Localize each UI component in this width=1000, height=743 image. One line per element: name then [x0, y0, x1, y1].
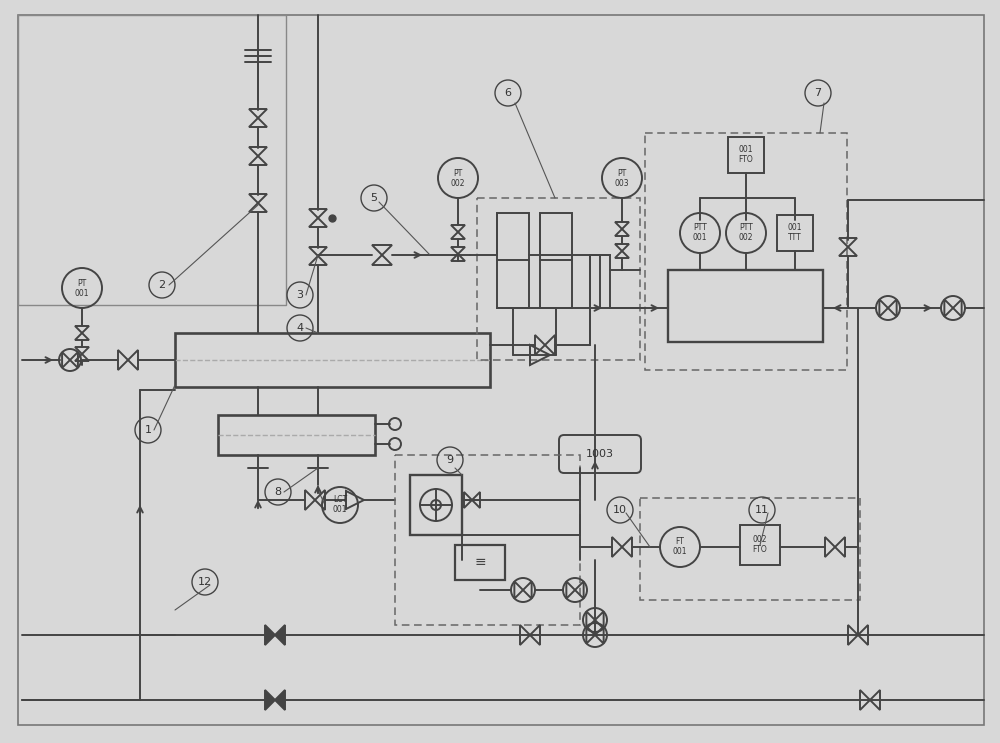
Bar [540, 213, 572, 308]
Text: 12: 12 [198, 577, 212, 587]
Bar [668, 270, 823, 342]
Bar [395, 455, 580, 625]
Bar [455, 545, 505, 580]
Text: 10: 10 [613, 505, 627, 515]
Text: 001: 001 [788, 224, 802, 233]
Text: 5: 5 [370, 193, 378, 203]
Text: 4: 4 [296, 323, 304, 333]
Bar [175, 333, 490, 387]
Bar [218, 415, 375, 455]
Text: 1: 1 [144, 425, 152, 435]
Polygon shape [275, 690, 285, 710]
Text: 001: 001 [739, 146, 753, 155]
Text: 003: 003 [615, 178, 629, 187]
Bar [497, 213, 529, 308]
Polygon shape [265, 625, 275, 645]
Text: LCT: LCT [333, 496, 347, 504]
Text: PT: PT [617, 169, 627, 178]
Text: FT: FT [676, 537, 684, 547]
Bar [640, 498, 860, 600]
Text: 001: 001 [693, 233, 707, 242]
Text: FTO: FTO [753, 545, 767, 554]
Text: 002: 002 [739, 233, 753, 242]
Bar [645, 133, 847, 370]
Text: 001: 001 [673, 548, 687, 557]
Text: 001: 001 [75, 288, 89, 297]
Bar [728, 137, 764, 173]
Bar [740, 525, 780, 565]
Text: 002: 002 [451, 178, 465, 187]
Text: 8: 8 [274, 487, 282, 497]
Text: PTT: PTT [693, 224, 707, 233]
Text: PTT: PTT [739, 224, 753, 233]
Text: 9: 9 [446, 455, 454, 465]
Text: 2: 2 [158, 280, 166, 290]
Bar [18, 15, 286, 305]
Text: TTT: TTT [788, 233, 802, 242]
Bar [410, 475, 462, 535]
Text: 7: 7 [814, 88, 822, 98]
Text: 6: 6 [505, 88, 512, 98]
Text: 002: 002 [753, 536, 767, 545]
Text: PT: PT [77, 279, 87, 288]
Polygon shape [275, 625, 285, 645]
Text: 001: 001 [333, 505, 347, 514]
Polygon shape [265, 690, 275, 710]
Text: 3: 3 [296, 290, 304, 300]
Bar [777, 215, 813, 251]
Text: 11: 11 [755, 505, 769, 515]
Text: PT: PT [453, 169, 463, 178]
Text: FTO: FTO [739, 155, 753, 164]
Bar [477, 198, 640, 360]
Text: 1003: 1003 [586, 449, 614, 459]
Text: ≡: ≡ [474, 555, 486, 569]
